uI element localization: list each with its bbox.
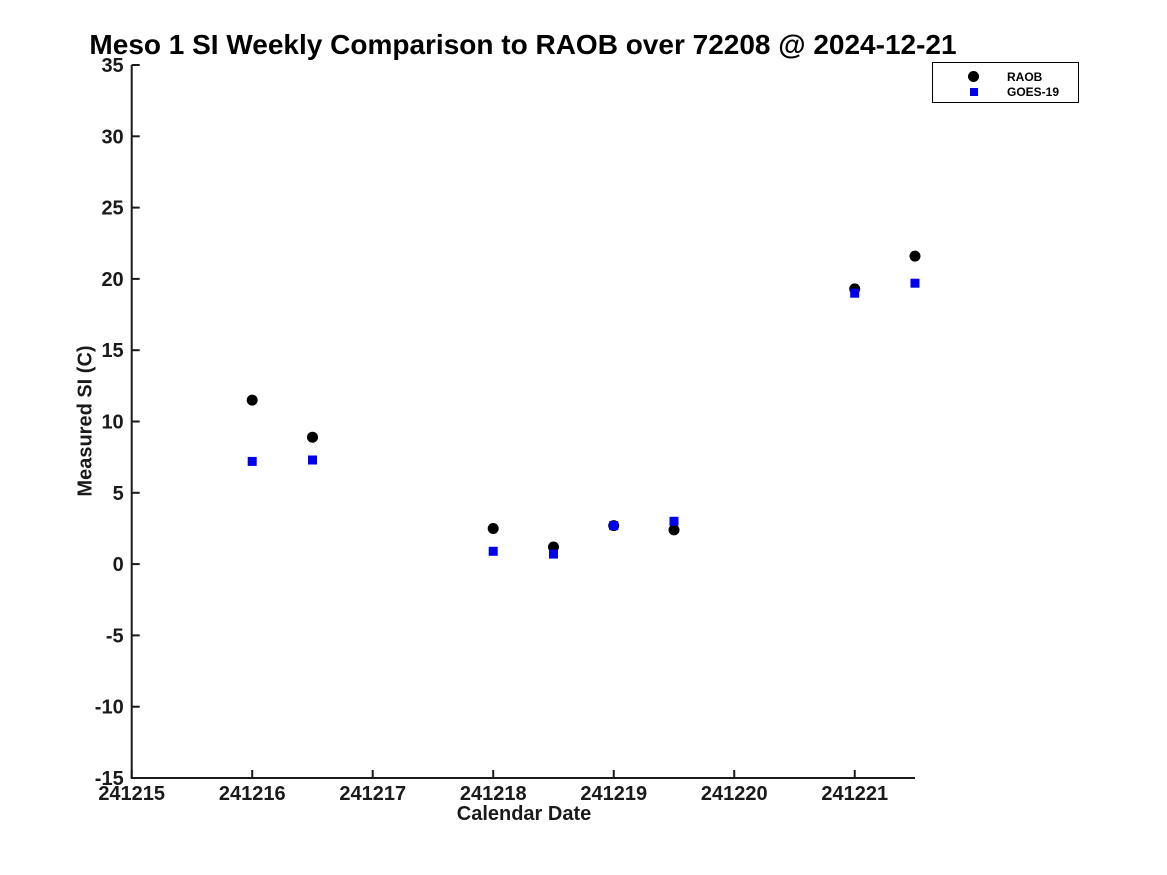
x-tick-label: 241221 bbox=[821, 783, 888, 805]
data-point bbox=[247, 456, 257, 466]
y-tick-label: 30 bbox=[101, 126, 123, 148]
data-point bbox=[487, 523, 499, 534]
x-tick-label: 241215 bbox=[98, 783, 165, 805]
data-point bbox=[850, 288, 860, 298]
data-point bbox=[307, 431, 318, 443]
x-axis-title: Calendar Date bbox=[456, 803, 592, 825]
y-tick-label: 5 bbox=[113, 483, 124, 505]
y-axis: -15 -10 -5 0 5 10 15 20 25 30 35 bbox=[95, 55, 140, 790]
y-tick-label: 25 bbox=[101, 198, 123, 220]
data-point bbox=[909, 250, 921, 262]
data-point bbox=[246, 394, 258, 406]
legend-label-goes-19: GOES-19 bbox=[1007, 84, 1060, 99]
data-point bbox=[910, 278, 920, 288]
y-tick-label: 35 bbox=[101, 55, 123, 77]
data-point bbox=[488, 546, 498, 556]
legend: RAOB GOES-19 bbox=[932, 62, 1079, 103]
data-point bbox=[668, 524, 680, 536]
data-point bbox=[549, 549, 558, 559]
x-tick-label: 241218 bbox=[460, 783, 527, 805]
legend-row-goes-19: GOES-19 bbox=[933, 84, 1078, 99]
data-point bbox=[669, 516, 679, 526]
y-tick-label: 10 bbox=[101, 412, 123, 434]
x-tick-label: 241220 bbox=[701, 783, 768, 805]
y-tick-label: -15 bbox=[95, 768, 124, 790]
y-tick-label: 20 bbox=[101, 269, 123, 291]
raob-circle-marker-icon bbox=[968, 71, 979, 82]
y-tick-label: -5 bbox=[106, 625, 124, 647]
series-raob-points bbox=[246, 250, 921, 553]
data-point bbox=[308, 455, 317, 465]
x-tick-label: 241216 bbox=[219, 783, 286, 805]
y-tick-label: 0 bbox=[113, 554, 124, 576]
chart-title: Meso 1 SI Weekly Comparison to RAOB over… bbox=[89, 29, 957, 60]
x-tick-label: 241219 bbox=[580, 783, 647, 805]
y-tick-label: 15 bbox=[101, 340, 123, 362]
series-goes-19-points bbox=[247, 278, 920, 559]
x-axis: 241215 241216 241217 241218 241219 241220 2412… bbox=[98, 770, 888, 805]
legend-label-raob: RAOB bbox=[1007, 69, 1043, 84]
y-tick-label: -10 bbox=[95, 697, 124, 719]
goes-19-square-marker-icon bbox=[969, 87, 978, 96]
legend-row-raob: RAOB bbox=[933, 69, 1078, 84]
axis-lines bbox=[130, 65, 915, 779]
x-tick-label: 241217 bbox=[339, 783, 406, 805]
data-point bbox=[609, 521, 619, 531]
